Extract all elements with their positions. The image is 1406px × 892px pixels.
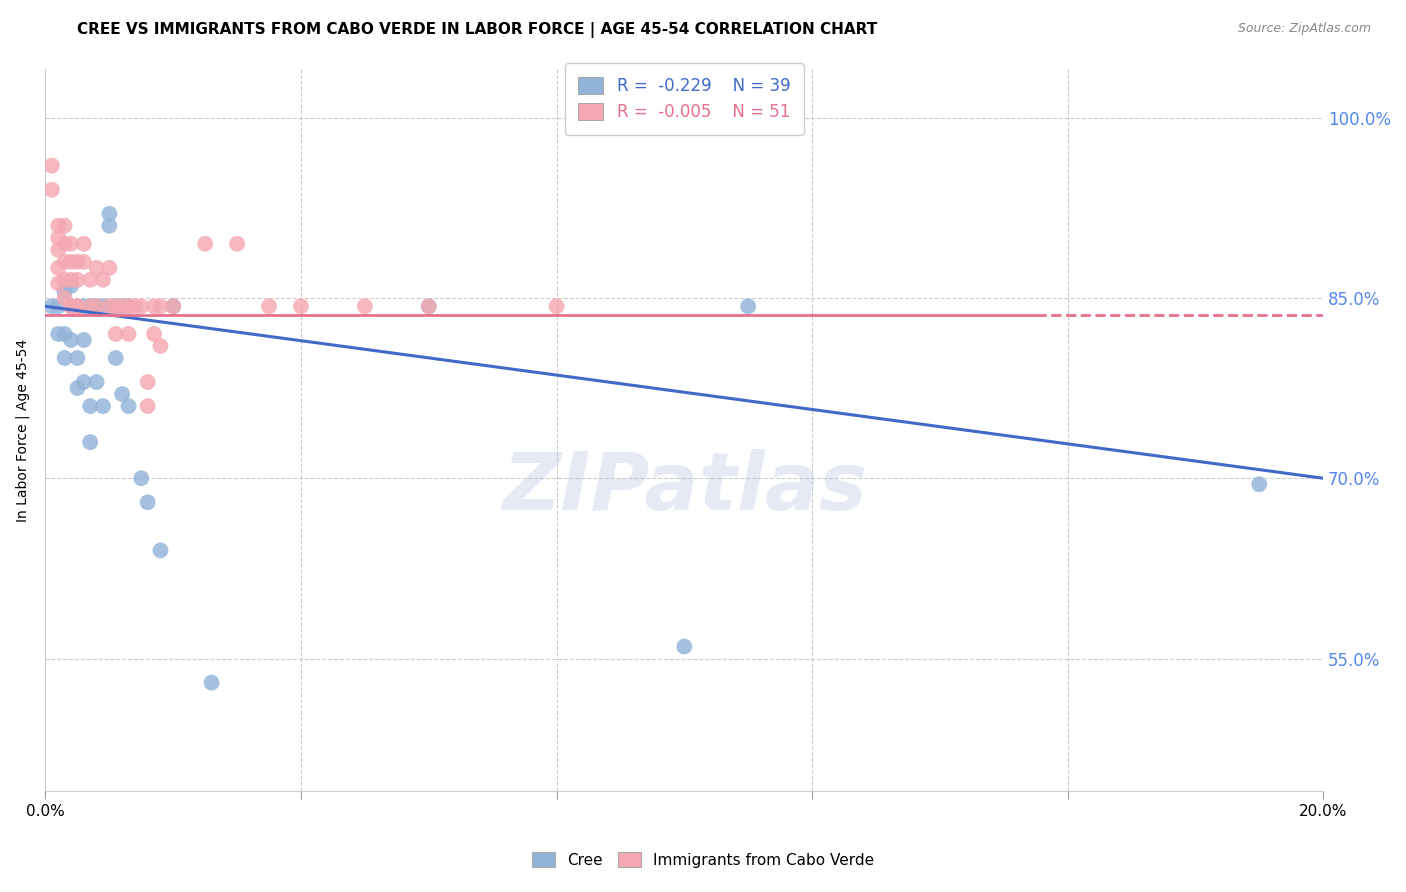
Point [73, 375, 96, 389]
Point [290, 299, 312, 313]
Point [194, 236, 217, 251]
Point [104, 351, 127, 365]
Point [46, 277, 69, 291]
Point [1249, 477, 1271, 491]
Point [149, 339, 172, 353]
Point [53, 291, 76, 305]
Point [60, 299, 83, 313]
Point [53, 326, 76, 341]
Point [66, 273, 89, 287]
Point [91, 399, 114, 413]
Point [737, 299, 759, 313]
Point [111, 387, 134, 401]
Point [143, 299, 166, 313]
Point [117, 326, 139, 341]
Point [73, 333, 96, 347]
Point [111, 299, 134, 313]
Point [66, 299, 89, 313]
Point [136, 495, 159, 509]
Point [66, 255, 89, 269]
Point [546, 299, 568, 313]
Point [66, 351, 89, 365]
Point [46, 243, 69, 257]
Point [46, 326, 69, 341]
Point [73, 236, 96, 251]
Point [79, 399, 101, 413]
Point [418, 299, 440, 313]
Point [79, 435, 101, 450]
Legend: R =  -0.229    N = 39, R =  -0.005    N = 51: R = -0.229 N = 39, R = -0.005 N = 51 [565, 63, 804, 135]
Point [73, 299, 96, 313]
Point [53, 351, 76, 365]
Point [149, 543, 172, 558]
Point [104, 299, 127, 313]
Point [46, 219, 69, 233]
Point [66, 299, 89, 313]
Point [354, 299, 377, 313]
Text: Source: ZipAtlas.com: Source: ZipAtlas.com [1237, 22, 1371, 36]
Point [257, 299, 280, 313]
Point [124, 299, 146, 313]
Point [136, 375, 159, 389]
Point [46, 299, 69, 313]
Point [136, 399, 159, 413]
Point [104, 326, 127, 341]
Point [162, 299, 184, 313]
Point [91, 299, 114, 313]
Text: CREE VS IMMIGRANTS FROM CABO VERDE IN LABOR FORCE | AGE 45-54 CORRELATION CHART: CREE VS IMMIGRANTS FROM CABO VERDE IN LA… [77, 22, 877, 38]
Point [162, 299, 184, 313]
Point [104, 299, 127, 313]
Point [129, 299, 152, 313]
Text: ZIPatlas: ZIPatlas [502, 449, 868, 527]
Point [86, 299, 108, 313]
Y-axis label: In Labor Force | Age 45-54: In Labor Force | Age 45-54 [15, 339, 30, 522]
Point [226, 236, 249, 251]
Point [60, 236, 83, 251]
Point [86, 375, 108, 389]
Point [418, 299, 440, 313]
Point [98, 299, 121, 313]
Point [53, 255, 76, 269]
Point [60, 333, 83, 347]
Point [66, 381, 89, 395]
Point [60, 273, 83, 287]
Point [143, 326, 166, 341]
Point [41, 299, 63, 313]
Point [53, 236, 76, 251]
Point [60, 299, 83, 313]
Point [117, 399, 139, 413]
Point [98, 219, 121, 233]
Point [53, 273, 76, 287]
Point [66, 299, 89, 313]
Point [86, 260, 108, 275]
Point [149, 299, 172, 313]
Point [79, 299, 101, 313]
Point [98, 260, 121, 275]
Point [53, 285, 76, 299]
Point [79, 299, 101, 313]
Point [41, 159, 63, 173]
Point [60, 255, 83, 269]
Point [73, 255, 96, 269]
Point [98, 207, 121, 221]
Point [79, 273, 101, 287]
Point [117, 299, 139, 313]
Point [117, 299, 139, 313]
Point [41, 183, 63, 197]
Point [200, 675, 222, 690]
Point [111, 299, 134, 313]
Point [91, 273, 114, 287]
Point [53, 219, 76, 233]
Point [46, 231, 69, 245]
Point [60, 299, 83, 313]
Point [86, 299, 108, 313]
Point [673, 640, 696, 654]
Legend: Cree, Immigrants from Cabo Verde: Cree, Immigrants from Cabo Verde [526, 846, 880, 873]
Point [60, 278, 83, 293]
Point [129, 471, 152, 485]
Point [46, 260, 69, 275]
